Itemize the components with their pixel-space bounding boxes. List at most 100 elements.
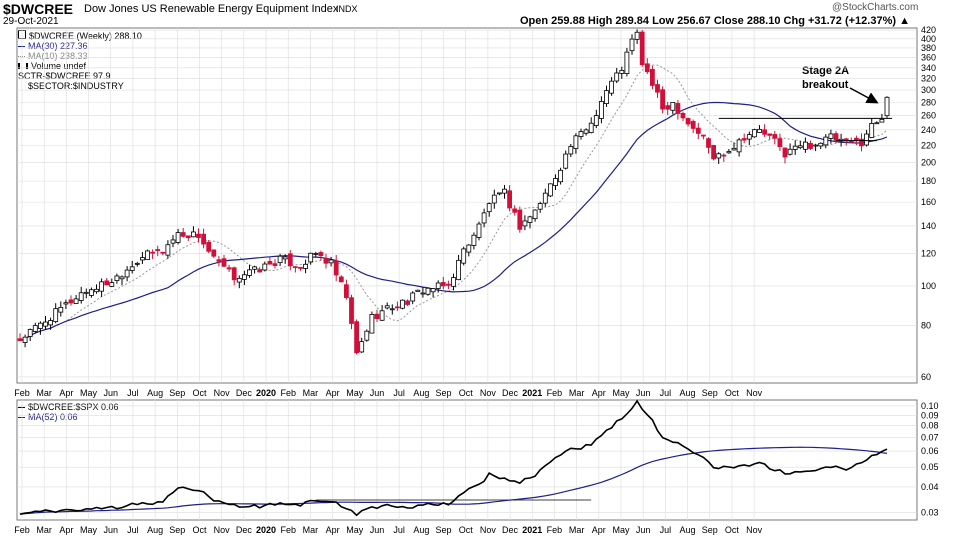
candle-body (741, 138, 747, 141)
price-tick-label: 100 (921, 281, 936, 291)
x-tick-label: Nov (214, 388, 231, 398)
legend-ratio: $DWCREE:$SPX 0.06 (18, 402, 119, 412)
candle-body (828, 133, 834, 139)
candle-body (180, 232, 186, 237)
candle-body (711, 145, 716, 160)
price-tick-label: 380 (921, 43, 936, 53)
candle-body (471, 234, 477, 246)
candle-body (542, 192, 548, 204)
candle-body (568, 146, 574, 155)
ratio-ma52-line (19, 446, 888, 515)
candle-body (349, 297, 354, 324)
legend-ma10: MA(10) 238.33 (18, 51, 142, 61)
candle-body (99, 281, 104, 292)
candle-body (558, 169, 563, 183)
candle-body (272, 263, 278, 266)
candle-body (379, 310, 385, 321)
price-tick-label: 280 (921, 97, 936, 107)
x-tick-label: Jun (370, 525, 385, 535)
candle-body (22, 336, 28, 343)
candle-body (440, 282, 446, 287)
candle-body (211, 249, 217, 257)
candle-body (83, 291, 89, 294)
candle-body (415, 289, 421, 292)
candle-body (196, 233, 201, 238)
x-tick-label: Feb (547, 525, 563, 535)
candle-body (757, 128, 762, 133)
x-tick-label: 2020 (256, 525, 276, 535)
candle-body (328, 259, 334, 264)
x-tick-label: Oct (192, 525, 207, 535)
candle-body (726, 151, 732, 154)
candle-body (354, 321, 360, 354)
candle-body (803, 141, 808, 150)
ratio-tick-label: 0.06 (921, 446, 939, 456)
ratio-tick-label: 0.03 (921, 507, 939, 517)
candle-body (644, 63, 650, 73)
x-tick-label: Jun (636, 525, 651, 535)
ohlc-readout: Open 259.88 High 289.84 Low 256.67 Close… (520, 15, 910, 27)
candle-body (476, 223, 482, 238)
candle-body (655, 84, 660, 93)
candle-body (364, 330, 370, 341)
legend-sctr: SCTR-$DWCREE 97.9 (18, 71, 111, 81)
candle-body (670, 101, 676, 111)
candle-body (400, 299, 405, 309)
candle-body (165, 244, 171, 256)
ratio-panel-frame (16, 399, 918, 521)
candle-body (292, 266, 298, 269)
x-tick-label: Nov (480, 525, 497, 535)
candle-body (150, 251, 156, 254)
x-tick-label: Mar (569, 388, 585, 398)
candle-body (287, 253, 293, 267)
candle-body (639, 31, 645, 66)
x-tick-label: Aug (413, 525, 429, 535)
x-tick-label: Nov (214, 525, 231, 535)
x-tick-label: Apr (326, 525, 340, 535)
candle-body (813, 144, 818, 147)
x-tick-label: Jul (393, 388, 405, 398)
x-tick-label: Oct (459, 525, 474, 535)
legend-lower: $DWCREE:$SPX 0.06 MA(52) 0.06 (18, 402, 119, 422)
candle-body (537, 203, 543, 210)
candle-body (175, 232, 181, 243)
price-tick-label: 140 (921, 221, 936, 231)
candle-body (308, 252, 314, 263)
candle-body (588, 122, 594, 134)
candle-body (257, 269, 263, 273)
candle-body (410, 292, 416, 302)
candle-body (201, 233, 207, 245)
candle-body (624, 51, 630, 74)
x-tick-label: Apr (59, 388, 73, 398)
x-tick-label: Jun (636, 388, 651, 398)
volume-icon (18, 63, 28, 69)
candle-body (185, 235, 191, 239)
x-tick-label: Jul (127, 525, 139, 535)
x-tick-label: Sep (169, 525, 185, 535)
candle-body (78, 292, 84, 301)
candle-body (879, 118, 885, 123)
candle-body (614, 72, 620, 82)
watermark: @StockCharts.com (832, 2, 919, 13)
candle-body (583, 129, 589, 134)
price-tick-label: 60 (921, 372, 931, 382)
x-tick-label: Nov (746, 525, 763, 535)
candle-body (716, 153, 722, 159)
line-icon (18, 417, 25, 419)
candle-body (792, 145, 798, 150)
x-tick-label: Mar (303, 388, 319, 398)
candle-body (884, 96, 890, 117)
candle-body (456, 259, 462, 281)
candle-body (818, 142, 824, 147)
x-tick-label: May (612, 525, 630, 535)
legend-sector: $SECTOR:$INDUSTRY (28, 81, 124, 91)
annotation-arrow (849, 87, 879, 104)
candle-body (634, 31, 640, 40)
candle-body (231, 267, 237, 281)
candle-body (660, 89, 665, 110)
candle-body (104, 280, 110, 286)
candle-body (843, 138, 849, 141)
candle-body (94, 288, 99, 293)
candle-body (854, 137, 859, 141)
